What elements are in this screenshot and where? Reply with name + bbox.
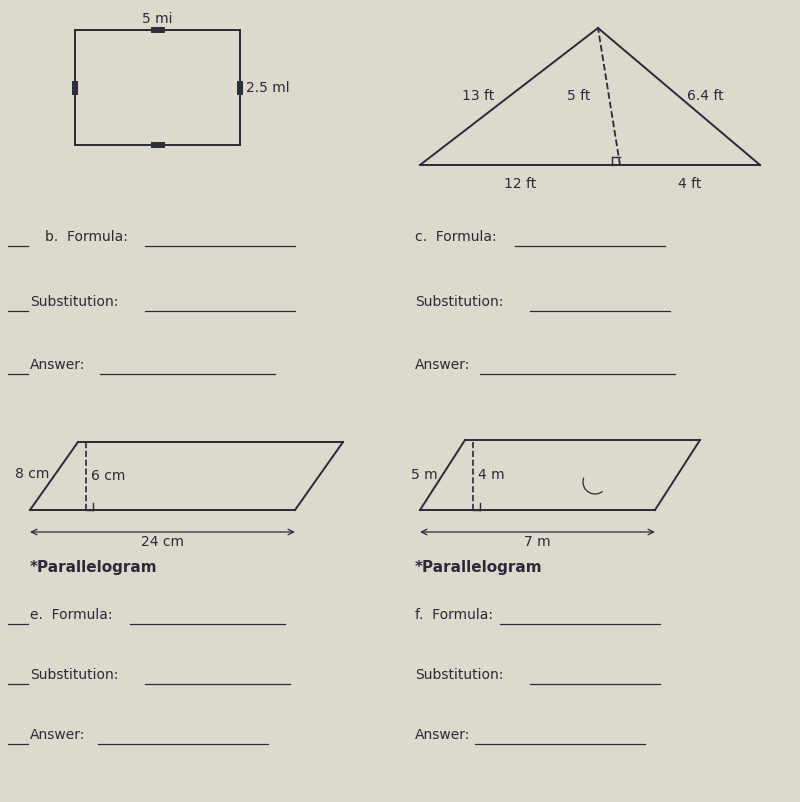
Text: Substitution:: Substitution:	[415, 295, 503, 309]
Text: *Parallelogram: *Parallelogram	[415, 560, 542, 575]
Text: Answer:: Answer:	[415, 728, 470, 742]
Text: b.  Formula:: b. Formula:	[45, 230, 128, 244]
Text: 5 ft: 5 ft	[566, 90, 590, 103]
Text: f.  Formula:: f. Formula:	[415, 608, 493, 622]
Text: 12 ft: 12 ft	[504, 177, 536, 191]
Text: *Parallelogram: *Parallelogram	[30, 560, 158, 575]
Text: 24 cm: 24 cm	[141, 535, 184, 549]
Text: 7 m: 7 m	[524, 535, 551, 549]
Text: Substitution:: Substitution:	[415, 668, 503, 682]
Text: 6 cm: 6 cm	[91, 469, 126, 483]
Text: Substitution:: Substitution:	[30, 295, 118, 309]
Text: 6.4 ft: 6.4 ft	[687, 90, 724, 103]
Text: 2.5 ml: 2.5 ml	[246, 80, 290, 95]
Text: 4 ft: 4 ft	[678, 177, 702, 191]
Text: 13 ft: 13 ft	[462, 90, 494, 103]
Text: Answer:: Answer:	[30, 358, 86, 372]
Text: 5 m: 5 m	[411, 468, 438, 482]
Text: e.  Formula:: e. Formula:	[30, 608, 113, 622]
Text: Substitution:: Substitution:	[30, 668, 118, 682]
Text: 8 cm: 8 cm	[14, 467, 49, 481]
Text: c.  Formula:: c. Formula:	[415, 230, 497, 244]
Text: 5 mi: 5 mi	[142, 12, 173, 26]
Text: Answer:: Answer:	[415, 358, 470, 372]
Text: Answer:: Answer:	[30, 728, 86, 742]
Text: 4 m: 4 m	[478, 468, 505, 482]
